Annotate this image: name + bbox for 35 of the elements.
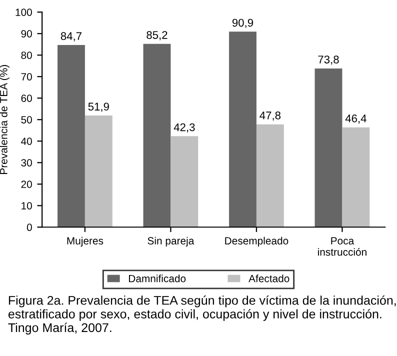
- y-tick-label: 90: [21, 30, 32, 38]
- y-tick-label: 70: [21, 73, 32, 80]
- legend-label: Afectado: [248, 274, 290, 282]
- y-tick-label: 0: [26, 224, 32, 232]
- data-label: 51,9: [88, 102, 109, 112]
- data-label: 85,2: [146, 31, 168, 40]
- legend-label: Damnificado: [129, 274, 186, 282]
- bar: [58, 45, 85, 228]
- y-tick-label: 30: [21, 159, 32, 166]
- data-label: 73,8: [318, 56, 339, 65]
- x-tick-label: Desempleado: [225, 236, 288, 247]
- y-tick-label: 10: [22, 202, 32, 210]
- bar: [229, 32, 256, 228]
- bar: [170, 136, 198, 228]
- y-tick-label: 100: [16, 8, 32, 16]
- x-tick-label: Mujeres: [67, 236, 104, 247]
- y-axis-title: Prevalencia de TEA (%): [0, 65, 10, 174]
- y-tick-label: 80: [21, 52, 32, 59]
- x-tick-label: Poca instrucción: [318, 237, 366, 256]
- y-tick-label: 50: [21, 116, 32, 124]
- x-tick-label: Sin pareja: [148, 236, 194, 247]
- y-tick-label: 20: [21, 180, 32, 188]
- y-tick-label: 40: [21, 138, 32, 145]
- text: Figura 2a. Prevalencia de TEA según tipo de víctima de la inundación, estratificado por sexo, estado civil, ocupación y nivel de instrucción. Tingo María, 2007.: [8, 295, 396, 335]
- bar: [84, 116, 112, 228]
- data-label: 47,8: [260, 112, 281, 121]
- data-label: 42,3: [174, 123, 195, 133]
- data-label: 90,9: [232, 18, 254, 28]
- bar: [314, 68, 342, 228]
- bar: [342, 127, 370, 228]
- data-label: 84,7: [60, 32, 82, 42]
- bar: [256, 124, 284, 228]
- bar: [143, 44, 171, 228]
- y-tick-label: 60: [21, 94, 32, 102]
- data-label: 46,4: [345, 114, 366, 124]
